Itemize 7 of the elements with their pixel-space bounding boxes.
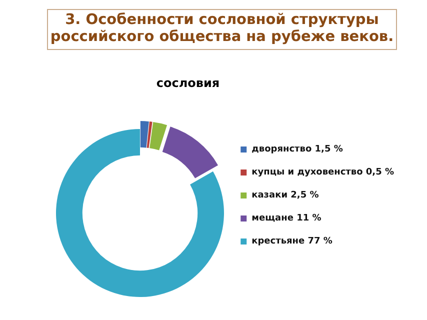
chart-title: 3. Особенности сословной структуры российского общества на рубеже веков. <box>47 9 397 50</box>
chart-subtitle: сословия <box>156 76 220 90</box>
legend-label: крестьяне 77 % <box>252 236 332 246</box>
legend-label: казаки 2,5 % <box>252 190 319 200</box>
legend-label: мещане 11 % <box>252 214 322 224</box>
legend-label: купцы и духовенство 0,5 % <box>252 168 394 178</box>
legend-label: дворянство 1,5 % <box>252 144 343 154</box>
